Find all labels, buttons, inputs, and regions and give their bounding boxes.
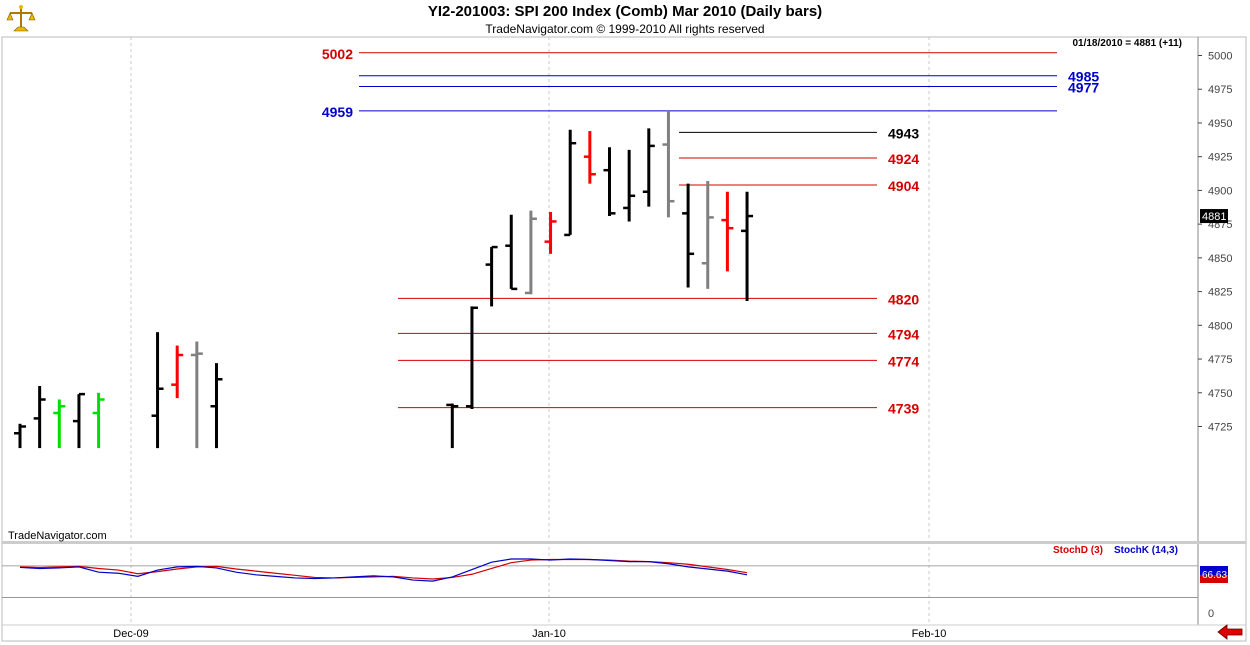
ohlc-bar — [741, 191, 754, 302]
ohlc-bar — [72, 392, 85, 449]
y-tick-label: 4725 — [1208, 422, 1232, 434]
ohlc-bar — [33, 386, 46, 449]
level-label-4959: 4959 — [322, 104, 353, 120]
ohlc-bar — [682, 183, 695, 288]
ohlc-bar — [171, 345, 184, 399]
stoch-axis-label: 0 — [1208, 608, 1214, 620]
level-label-4904: 4904 — [888, 178, 919, 194]
y-tick-label: 5000 — [1208, 51, 1232, 63]
ohlc-bar — [485, 245, 498, 307]
ohlc-bar — [642, 128, 655, 207]
ohlc-bar — [151, 332, 164, 449]
ohlc-bar — [583, 131, 596, 184]
last-price-label: 4881 — [1202, 211, 1226, 223]
ohlc-bar — [53, 399, 66, 449]
stoch-value-box-d — [1200, 575, 1228, 583]
chart-subtitle: TradeNavigator.com © 1999-2010 All right… — [485, 22, 765, 36]
stochD-legend: StochD (3) — [1053, 545, 1103, 556]
ohlc-bar — [701, 180, 714, 289]
y-tick-label: 4800 — [1208, 320, 1232, 332]
stochK-line — [19, 558, 748, 582]
x-tick-label: Feb-10 — [912, 628, 947, 640]
stochK-legend: StochK (14,3) — [1114, 545, 1178, 556]
stoch-value-box-k — [1200, 566, 1228, 575]
ohlc-bar — [210, 363, 223, 449]
level-label-4739: 4739 — [888, 401, 919, 417]
stoch-value-label: 66.63 — [1202, 570, 1227, 581]
y-tick-label: 4775 — [1208, 354, 1232, 366]
level-label-4985: 4985 — [1068, 69, 1099, 85]
watermark-text: TradeNavigator.com — [8, 530, 107, 542]
level-label-4774: 4774 — [888, 353, 919, 369]
ohlc-bar — [92, 392, 105, 449]
red-left-arrow-icon[interactable] — [1216, 624, 1244, 640]
level-label-4820: 4820 — [888, 291, 919, 307]
ohlc-bar — [190, 341, 203, 449]
level-label-4794: 4794 — [888, 326, 919, 342]
ohlc-bar — [564, 129, 577, 237]
ohlc-bar — [505, 214, 518, 291]
y-tick-label: 4900 — [1208, 185, 1232, 197]
x-tick-label: Jan-10 — [532, 628, 566, 640]
y-tick-label: 4825 — [1208, 287, 1232, 299]
level-label-4924: 4924 — [888, 151, 919, 167]
level-label-5002: 5002 — [322, 46, 353, 62]
ohlc-bar — [603, 147, 616, 217]
ohlc-bar — [446, 403, 459, 449]
scale-logo-icon — [6, 4, 36, 34]
ohlc-bar — [662, 110, 675, 218]
ohlc-bar — [721, 191, 734, 272]
ohlc-bar — [465, 306, 478, 409]
last-info-label: 01/18/2010 = 4881 (+11) — [1072, 38, 1182, 49]
level-label-4943: 4943 — [888, 125, 919, 141]
y-tick-label: 4750 — [1208, 388, 1232, 400]
y-tick-label: 4950 — [1208, 118, 1232, 130]
ohlc-bar — [623, 149, 636, 222]
outer-frame — [1, 36, 1247, 642]
ohlc-bar — [544, 211, 557, 254]
y-tick-label: 4975 — [1208, 84, 1232, 96]
ohlc-bar — [14, 423, 26, 449]
level-label-4977: 4977 — [1068, 80, 1099, 96]
chart-title: YI2-201003: SPI 200 Index (Comb) Mar 201… — [427, 3, 823, 20]
y-tick-label: 4925 — [1208, 152, 1232, 164]
y-tick-label: 4850 — [1208, 253, 1232, 265]
x-tick-label: Dec-09 — [113, 628, 148, 640]
ohlc-bar — [524, 210, 537, 295]
last-price-box — [1200, 209, 1228, 224]
